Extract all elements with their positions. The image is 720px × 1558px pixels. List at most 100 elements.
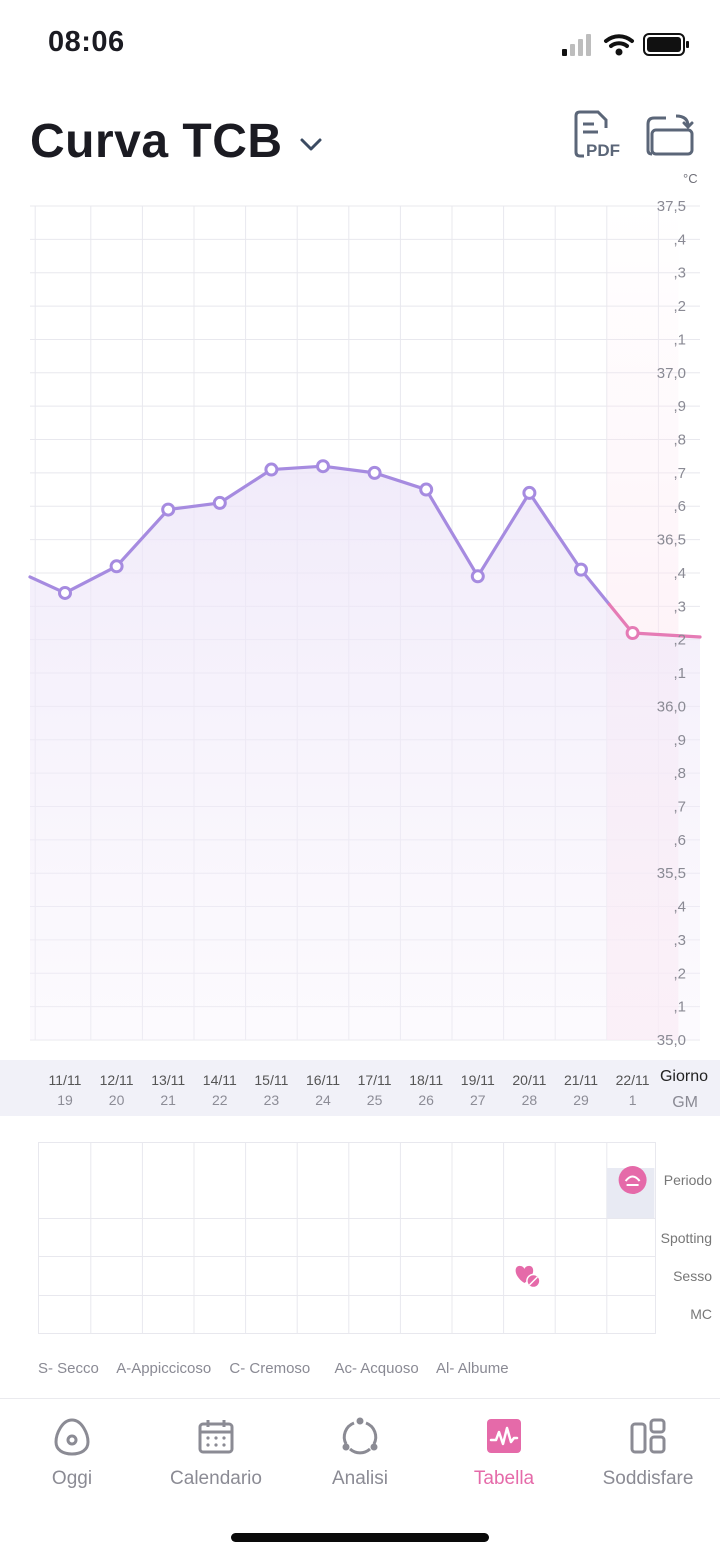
date-cell[interactable]: 20/11 28: [503, 1060, 555, 1108]
y-tick-label: ,3: [673, 265, 686, 282]
wifi-icon: [604, 34, 634, 56]
cycle-day-label: 28: [521, 1092, 538, 1108]
page-title[interactable]: Curva TCB: [30, 115, 283, 168]
y-tick-label: ,2: [673, 632, 686, 649]
data-point: [264, 462, 279, 477]
data-point: [367, 465, 382, 480]
chart-area: [30, 466, 700, 1040]
date-label: 20/11: [512, 1072, 547, 1088]
y-tick-label: ,1: [673, 331, 686, 348]
bbt-chart: 37,5 ,4 ,3 ,2 ,1 37,0 ,9 ,8 ,7 ,6 36,5 ,4 ,3 ,2 ,1 36,0…: [28, 198, 702, 1049]
nav-item-analisi[interactable]: Analisi: [288, 1400, 432, 1510]
date-label: 12/11: [99, 1072, 134, 1088]
y-tick-label: 37,0: [657, 365, 686, 382]
y-tick-label: ,7: [673, 798, 686, 815]
battery-icon: [643, 33, 689, 56]
date-label: 16/11: [306, 1072, 340, 1088]
data-point: [316, 459, 330, 474]
tracking-row-label: MC: [690, 1306, 712, 1322]
cycle-day-label: 25: [366, 1092, 383, 1108]
y-tick-label: ,4: [673, 565, 686, 582]
date-cell[interactable]: 15/11 23: [245, 1060, 297, 1108]
date-cell[interactable]: 18/11 26: [400, 1060, 452, 1108]
nav-item-oggi[interactable]: Oggi: [0, 1400, 144, 1510]
legend-item: C- Cremoso: [229, 1360, 311, 1377]
date-axis: Giorno GM 11/11 19 12/11 20 13/11 21 14/11 22 15…: [0, 1060, 720, 1116]
nav-item-soddisfare[interactable]: Soddisfare: [576, 1400, 720, 1510]
data-point: [109, 559, 124, 574]
cycle-day-label: 27: [470, 1092, 486, 1108]
y-tick-label: ,3: [673, 932, 686, 949]
status-time: 08:06: [48, 26, 125, 58]
date-cell[interactable]: 17/11 25: [349, 1060, 401, 1108]
y-tick-label: 36,5: [657, 532, 686, 549]
y-tick-label: 35,0: [657, 1032, 686, 1049]
data-point: [58, 585, 72, 600]
date-cell[interactable]: 14/11 22: [194, 1060, 246, 1108]
date-label: 18/11: [409, 1072, 444, 1088]
nav-item-tabella[interactable]: Tabella: [432, 1400, 576, 1510]
date-label: 14/11: [202, 1072, 237, 1088]
status-icons: [562, 33, 689, 56]
tracking-row-label: Periodo: [663, 1172, 712, 1188]
legend-item: Ac- Acquoso: [334, 1360, 419, 1377]
date-cell[interactable]: 12/11 20: [91, 1060, 143, 1108]
date-cell[interactable]: 13/11 21: [142, 1060, 194, 1108]
pdf-label: PDF: [586, 141, 620, 160]
date-label: 15/11: [254, 1072, 289, 1088]
date-label: 21/11: [564, 1072, 598, 1088]
pdf-export-button[interactable]: PDF: [568, 110, 620, 162]
y-tick-label: ,6: [673, 498, 686, 515]
date-cell[interactable]: 16/11 24: [297, 1060, 349, 1108]
mucus-legend: S- Secco A-Appiccicoso C- Cremoso Ac- Ac…: [38, 1360, 523, 1377]
date-cell[interactable]: 22/11 1: [607, 1060, 659, 1108]
y-tick-label: 35,5: [657, 865, 686, 882]
data-point: [574, 562, 588, 577]
legend-item: Al- Albume: [436, 1360, 509, 1377]
data-point: [419, 482, 434, 497]
date-label: 19/11: [460, 1072, 495, 1088]
bottom-nav: Oggi Calendario Analisi Tabella: [0, 1400, 720, 1520]
cycle-icon: [342, 1417, 378, 1455]
egg-icon: [54, 1418, 90, 1456]
nav-item-calendario[interactable]: Calendario: [144, 1400, 288, 1510]
chart-points: [58, 459, 640, 641]
y-tick-label: ,6: [673, 832, 686, 849]
date-label: 17/11: [357, 1072, 392, 1088]
chevron-down-icon[interactable]: [298, 134, 324, 154]
y-tick-label: ,7: [673, 465, 686, 482]
cycle-day-label: 26: [418, 1092, 434, 1108]
y-tick-label: ,8: [673, 765, 686, 782]
area-fill: [30, 466, 700, 1040]
date-cell[interactable]: 19/11 27: [452, 1060, 504, 1108]
calendar-icon: [198, 1420, 234, 1454]
signal-icon: [562, 34, 591, 56]
tracking-grid: [38, 1142, 656, 1334]
period-icon-mark: [624, 1175, 641, 1182]
divider: [0, 1398, 720, 1399]
y-tick-label: 37,5: [657, 198, 686, 215]
home-indicator: [231, 1533, 489, 1542]
pill-icon-mark: [528, 1276, 538, 1286]
date-label: 22/11: [615, 1072, 650, 1088]
y-tick-label: ,4: [673, 899, 686, 916]
data-point: [522, 485, 537, 500]
data-point: [161, 502, 176, 517]
y-tick-label: 36,0: [657, 698, 686, 715]
tracking-row-label: Spotting: [660, 1230, 712, 1246]
chart-icon: [487, 1419, 521, 1453]
cycle-day-label: 19: [57, 1092, 73, 1108]
cycle-day-label: 24: [315, 1092, 331, 1108]
rotate-screen-icon[interactable]: [644, 110, 698, 162]
period-icon: [618, 1166, 647, 1194]
status-bar: 08:06: [0, 0, 720, 90]
date-cell[interactable]: 11/11 19: [39, 1060, 91, 1108]
nav-label: Oggi: [51, 1468, 93, 1489]
header: Curva TCB PDF: [0, 100, 720, 180]
cycle-day-label: 22: [212, 1092, 228, 1108]
cycle-day-label: 1: [628, 1092, 637, 1108]
y-tick-label: ,4: [673, 231, 686, 248]
y-tick-label: ,2: [673, 965, 686, 982]
y-tick-label: ,3: [673, 598, 686, 615]
date-cell[interactable]: 21/11 29: [555, 1060, 607, 1108]
